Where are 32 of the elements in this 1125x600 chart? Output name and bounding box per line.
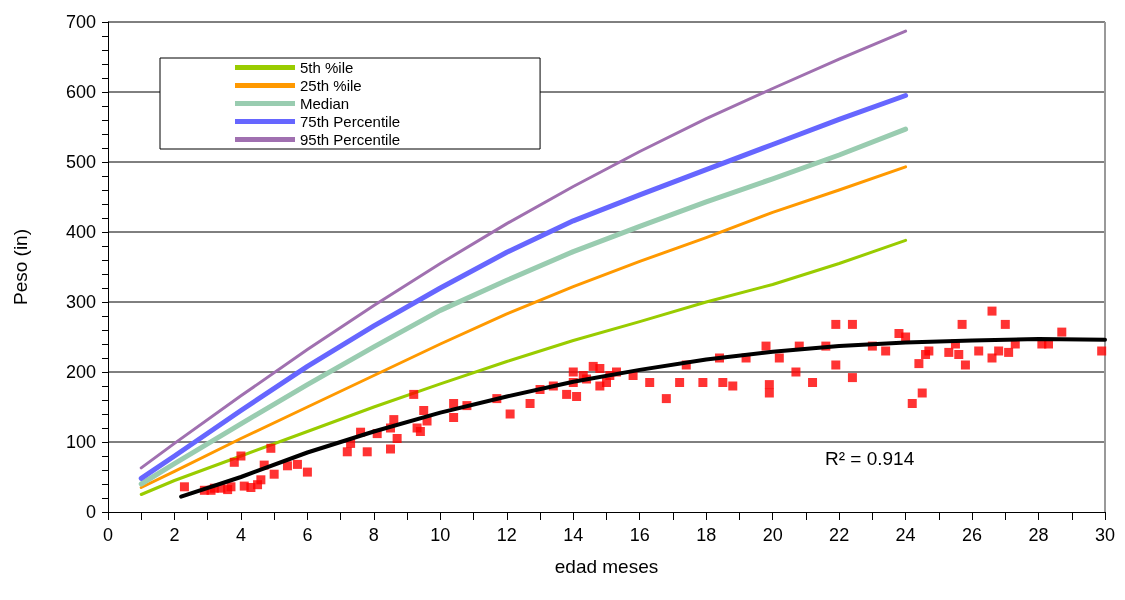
x-axis-title: edad meses (554, 556, 659, 577)
y-tick-label: 600 (65, 82, 96, 102)
legend-label: 75th Percentile (300, 113, 401, 130)
y-tick-label: 0 (85, 502, 96, 522)
y-tick-label: 200 (65, 362, 96, 382)
x-tick-label: 10 (430, 525, 451, 545)
legend-label: 25th %ile (300, 77, 362, 94)
y-tick-label: 300 (65, 292, 96, 312)
x-tick-label: 26 (962, 525, 983, 545)
legend-label: 95th Percentile (300, 131, 401, 148)
x-tick-label: 8 (368, 525, 379, 545)
x-tick-label: 22 (829, 525, 850, 545)
x-tick-label: 12 (496, 525, 517, 545)
x-tick-label: 16 (629, 525, 650, 545)
y-tick-label: 100 (65, 432, 96, 452)
annotation: R² = 0.914 (825, 448, 915, 469)
x-tick-label: 30 (1094, 525, 1116, 545)
x-tick-label: 4 (235, 525, 246, 545)
x-tick-label: 28 (1028, 525, 1049, 545)
legend-label: 5th %ile (300, 59, 354, 76)
x-tick-label: 6 (302, 525, 313, 545)
x-tick-label: 18 (696, 525, 717, 545)
y-axis-title: Peso (in) (10, 228, 31, 306)
x-tick-label: 20 (762, 525, 783, 545)
y-tick-label: 400 (65, 222, 96, 242)
x-tick-label: 0 (102, 525, 114, 545)
x-tick-label: 24 (895, 525, 916, 545)
legend-label: Median (300, 95, 350, 112)
x-tick-label: 14 (563, 525, 584, 545)
y-tick-label: 500 (65, 152, 96, 172)
x-tick-label: 2 (169, 525, 180, 545)
y-tick-label: 700 (65, 12, 96, 32)
